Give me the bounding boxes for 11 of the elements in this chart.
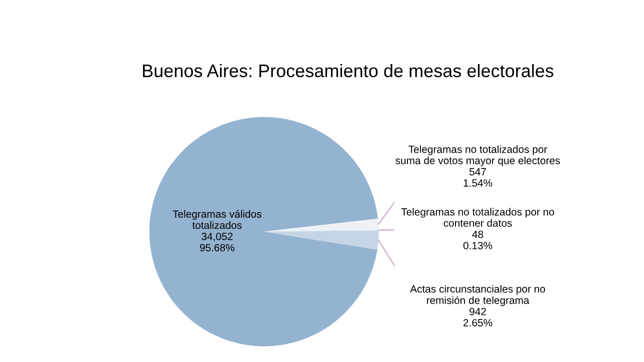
data-label: 34,052 95.68% bbox=[200, 232, 234, 252]
data-label: 48 0.13% bbox=[463, 230, 492, 250]
slice-label: Telegramas no totalizados por suma de votos mayor que electores bbox=[396, 145, 560, 166]
data-label: 942 2.65% bbox=[464, 308, 492, 326]
slice-label: Telegramas válidos totalizados bbox=[172, 210, 262, 229]
data-label: 547 1.54% bbox=[464, 168, 492, 187]
pie-slice bbox=[264, 230, 379, 250]
chart-title: Buenos Aires: Procesamiento de mesas electorales bbox=[143, 64, 554, 78]
slice-label: Telegramas no totalizados por no contener datos bbox=[401, 208, 554, 227]
pie-slice bbox=[149, 117, 378, 346]
slice-label: Actas circunstanciales por no remisión de telegrama bbox=[410, 284, 546, 306]
